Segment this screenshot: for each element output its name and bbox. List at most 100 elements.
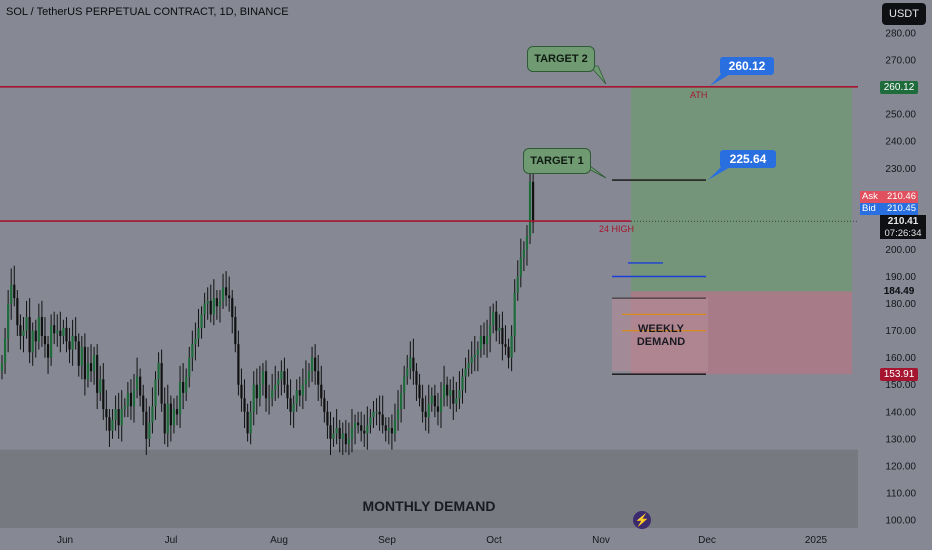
candle-body bbox=[510, 336, 513, 358]
candle-body bbox=[455, 398, 458, 404]
candle-body bbox=[507, 346, 510, 358]
candle-body bbox=[301, 384, 304, 396]
candle-body bbox=[175, 409, 179, 415]
candle-body bbox=[341, 433, 344, 439]
candle-body bbox=[277, 379, 280, 385]
candle-body bbox=[326, 411, 329, 426]
candle-body bbox=[234, 317, 237, 345]
candle-body bbox=[135, 376, 139, 391]
candle-body bbox=[418, 384, 421, 399]
candle-body bbox=[7, 303, 10, 339]
profit-zone bbox=[631, 86, 852, 292]
candle-body bbox=[283, 371, 286, 385]
monthly-demand-zone bbox=[0, 449, 858, 528]
candle-body bbox=[406, 368, 409, 377]
time-tick-label: Nov bbox=[592, 535, 610, 546]
candle-body bbox=[350, 428, 354, 439]
candle-body bbox=[344, 433, 347, 445]
candle-body bbox=[249, 411, 252, 434]
candle-body bbox=[495, 311, 498, 331]
candle-body bbox=[231, 298, 234, 318]
candle-body bbox=[409, 357, 412, 369]
candle-body bbox=[458, 390, 461, 399]
candle-body bbox=[522, 249, 525, 258]
lightning-icon[interactable]: ⚡ bbox=[633, 511, 651, 529]
candle-body bbox=[215, 298, 218, 307]
candle-body bbox=[378, 411, 381, 415]
target2-price: 260.12 bbox=[728, 59, 766, 73]
candle-body bbox=[114, 409, 117, 420]
candle-body bbox=[381, 414, 384, 426]
candle-body bbox=[467, 363, 470, 369]
candle-body bbox=[446, 384, 449, 396]
candle-body bbox=[243, 398, 246, 412]
candle-body bbox=[461, 376, 464, 391]
target2-label: TARGET 2 bbox=[534, 53, 588, 65]
candle-body bbox=[387, 428, 390, 431]
candle-body bbox=[252, 384, 255, 412]
candle-body bbox=[532, 181, 535, 223]
candle-body bbox=[3, 338, 7, 364]
candle-body bbox=[228, 295, 231, 299]
bid-label: Bid bbox=[862, 203, 876, 214]
time-tick-label: Sep bbox=[378, 535, 396, 546]
candle-body bbox=[148, 422, 151, 439]
candle-body bbox=[221, 287, 225, 301]
ask-tag: Ask 210.46 bbox=[860, 191, 918, 203]
price-tick-label: 280.00 bbox=[885, 29, 916, 40]
candle-body bbox=[442, 384, 446, 399]
candle-body bbox=[372, 411, 375, 418]
candle-body bbox=[436, 406, 440, 412]
candle-body bbox=[357, 422, 360, 426]
ath-label: ATH bbox=[690, 90, 708, 100]
candle-body bbox=[16, 298, 19, 326]
candle-body bbox=[56, 330, 59, 334]
entry-price-tag: 184.49 bbox=[880, 285, 918, 298]
target1-callout: TARGET 1 bbox=[523, 148, 591, 174]
candle-body bbox=[427, 403, 430, 418]
candle-body bbox=[393, 419, 397, 434]
candle-body bbox=[40, 317, 44, 337]
currency-button[interactable]: USDT bbox=[882, 3, 926, 25]
target1-price-pointer bbox=[708, 166, 732, 180]
candle-body bbox=[132, 390, 136, 407]
price-tick-label: 270.00 bbox=[885, 56, 916, 67]
stop-price-tag: 153.91 bbox=[880, 368, 918, 381]
candle-body bbox=[476, 349, 479, 355]
ask-label: Ask bbox=[862, 191, 878, 202]
candle-body bbox=[209, 300, 212, 315]
candle-body bbox=[68, 341, 71, 350]
candle-body bbox=[194, 338, 197, 345]
candle-body bbox=[246, 411, 249, 434]
candle-body bbox=[501, 327, 504, 345]
candle-body bbox=[528, 181, 532, 236]
candle-body bbox=[43, 336, 47, 345]
candle-body bbox=[366, 425, 369, 434]
candle-body bbox=[280, 371, 283, 380]
candle-body bbox=[403, 376, 406, 393]
candle-body bbox=[151, 406, 154, 423]
candle-body bbox=[320, 384, 323, 399]
candle-body bbox=[160, 363, 163, 404]
target-price-tag: 260.12 bbox=[880, 81, 918, 94]
price-tick-label: 200.00 bbox=[885, 245, 916, 256]
candle-body bbox=[89, 363, 93, 372]
candle-body bbox=[34, 330, 37, 342]
candle-body bbox=[489, 325, 492, 337]
candle-body bbox=[261, 371, 265, 385]
candle-body bbox=[145, 411, 148, 439]
candle-body bbox=[369, 417, 372, 426]
price-tick-label: 130.00 bbox=[885, 434, 916, 445]
last-price-tag: 210.41 bbox=[880, 215, 926, 227]
candle-body bbox=[154, 379, 157, 407]
price-tick-label: 150.00 bbox=[885, 380, 916, 391]
candle-body bbox=[203, 303, 206, 315]
candle-body bbox=[74, 336, 77, 342]
candle-body bbox=[360, 425, 363, 431]
candle-body bbox=[485, 336, 489, 345]
candle-body bbox=[492, 311, 495, 326]
candle-body bbox=[166, 403, 169, 434]
candle-body bbox=[255, 384, 258, 399]
